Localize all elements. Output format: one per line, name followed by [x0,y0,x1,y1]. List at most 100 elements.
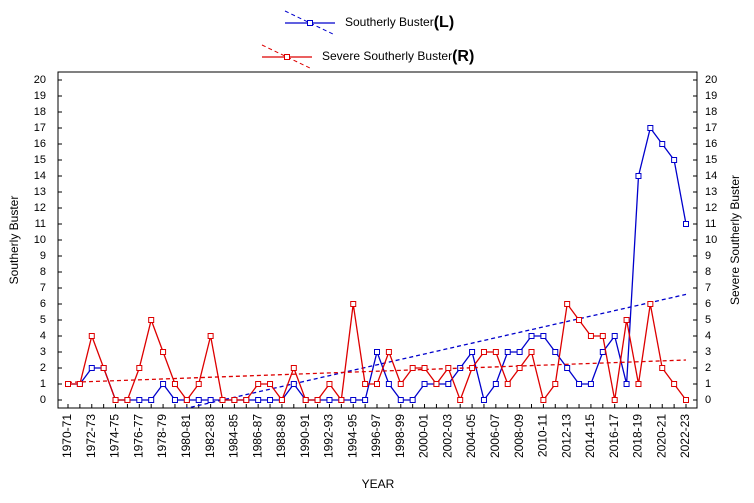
y-tick-label: 18 [34,106,46,118]
x-tick-label: 1974-75 [108,414,122,458]
point [278,397,285,403]
point [564,365,571,371]
point [350,397,357,403]
x-tick-label: 2018-19 [631,414,645,458]
point [599,349,606,355]
y-tick-label: 19 [34,90,46,102]
y-tick-label: 13 [34,186,46,198]
point [492,349,499,355]
point [136,365,143,371]
point [647,125,654,131]
point [290,365,297,371]
point [76,381,83,387]
y2-tick-label: 15 [705,154,717,166]
point [587,333,594,339]
series-line [68,126,687,402]
point [267,381,274,387]
x-tick-label: 1996-97 [369,414,383,458]
y-tick-label: 9 [40,250,46,262]
point [528,349,535,355]
point [528,333,535,339]
point [219,397,226,403]
legend-name: Southerly Buster [345,15,434,29]
y2-tick-label: 6 [705,298,711,310]
y2-tick-label: 8 [705,266,711,278]
y2-tick-label: 10 [705,234,717,246]
y2-tick-label: 18 [705,106,717,118]
x-tick-label: 1994-95 [345,414,359,458]
trend-group [67,359,687,384]
point [516,365,523,371]
point [397,397,404,403]
y-tick-label: 14 [34,170,46,182]
point [326,381,333,387]
y-tick-label: 5 [40,314,46,326]
y2-tick-label: 16 [705,138,717,150]
y-tick-label: 7 [40,282,46,294]
point [100,365,107,371]
point [635,173,642,179]
legend-dash [284,10,336,36]
point [564,301,571,307]
point [623,317,630,323]
point [635,381,642,387]
legend-axis-tag: (R) [452,48,474,65]
trend-group [184,293,687,408]
legend-axis-tag: (L) [434,14,454,31]
y2-tick-label: 19 [705,90,717,102]
point [302,397,309,403]
x-tick-label: 2008-09 [512,414,526,458]
x-tick-label: 1992-93 [322,414,336,458]
y2-tick-label: 1 [705,378,711,390]
y2-tick-label: 12 [705,202,717,214]
y2-tick-label: 4 [705,330,711,342]
point [255,397,262,403]
y2-tick-label: 2 [705,362,711,374]
y2-tick-label: 11 [705,218,716,230]
point [290,381,297,387]
y-tick-label: 0 [40,394,46,406]
y2-tick-label: 13 [705,186,717,198]
x-tick-label: 2012-13 [559,414,573,458]
x-tick-label: 2016-17 [607,414,621,458]
point [587,381,594,387]
point [385,349,392,355]
point [160,349,167,355]
point [136,397,143,403]
y-tick-label: 10 [34,234,46,246]
point [88,365,95,371]
point [611,397,618,403]
x-tick-label: 1998-99 [393,414,407,458]
point [362,397,369,403]
point [112,397,119,403]
point [207,397,214,403]
y-tick-label: 17 [34,122,46,134]
trend-line [184,293,687,408]
point [65,381,71,387]
point [611,333,618,339]
point [409,365,416,371]
x-tick-label: 2006-07 [488,414,502,458]
y2-axis-title: Severe Southerly Buster [728,175,742,305]
point [243,397,250,403]
x-tick-label: 2002-03 [440,414,454,458]
y-axis-title: Southerly Buster [7,196,21,285]
legend-marker [284,54,290,60]
legend-label: Southerly Buster(L) [345,14,454,31]
point [385,381,392,387]
point [576,381,583,387]
legend-label: Severe Southerly Buster(R) [322,48,474,65]
legend-dash [261,44,313,70]
point [397,381,404,387]
point [540,333,547,339]
point [255,381,262,387]
point [374,349,380,355]
x-tick-label: 1970-71 [60,414,74,458]
y2-tick-label: 5 [705,314,711,326]
point [492,381,499,387]
y2-tick-label: 0 [705,394,711,406]
point [148,317,155,323]
y-tick-label: 6 [40,298,46,310]
y-tick-label: 12 [34,202,46,214]
x-tick-label: 2014-15 [583,414,597,458]
